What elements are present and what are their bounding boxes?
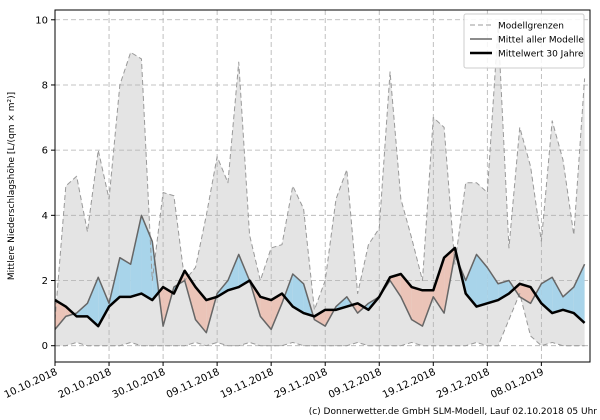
- difference-fill: [55, 300, 66, 330]
- difference-fill: [390, 274, 401, 297]
- series-line: [54, 214, 586, 334]
- difference-fill: [411, 287, 423, 327]
- y-tick-label: 6: [42, 146, 48, 157]
- x-tick-label: 09.11.2018: [165, 367, 222, 401]
- x-tick-label: 09.12.2018: [327, 367, 384, 401]
- difference-fill: [573, 264, 585, 323]
- difference-fill: [87, 277, 99, 327]
- difference-fill: [433, 257, 445, 314]
- y-axis-label: Mittlere Niederschlagshöhe [L/(qm × m²)]: [7, 92, 17, 280]
- legend-label: Mittel aller Modelle: [498, 36, 584, 46]
- x-tick-label: 19.11.2018: [219, 367, 276, 401]
- difference-fill: [498, 280, 509, 301]
- series-line: [55, 293, 585, 347]
- difference-fill: [314, 309, 326, 327]
- difference-fill: [98, 277, 110, 327]
- plot-frame: [54, 9, 591, 363]
- x-tick-label: 08.01.2019: [489, 367, 546, 401]
- difference-fill: [271, 293, 282, 330]
- y-tick-label: 0: [42, 341, 48, 352]
- difference-fill: [476, 254, 488, 307]
- difference-fill: [260, 296, 272, 330]
- legend-label: Mittelwert 30 Jahre: [498, 50, 584, 60]
- difference-fill: [292, 274, 304, 314]
- legend-box: [463, 13, 585, 69]
- difference-fill: [119, 257, 131, 297]
- difference-fill: [552, 277, 563, 314]
- x-tick-label: 29.11.2018: [273, 367, 330, 401]
- series-line: [54, 246, 586, 328]
- footer: (c) Donnerwetter.de GmbH SLM-Modell, Lau…: [309, 407, 598, 417]
- y-tick-label: 4: [42, 211, 48, 222]
- x-tick-label: 20.10.2018: [57, 367, 114, 401]
- difference-fill: [562, 287, 574, 314]
- x-tick-label: 19.12.2018: [381, 367, 438, 401]
- model-range-band: [55, 26, 585, 346]
- difference-fill: [227, 254, 239, 291]
- x-tick-label: 10.10.2018: [3, 367, 60, 401]
- x-tick-label: 30.10.2018: [111, 367, 168, 401]
- x-tick-label: 29.12.2018: [435, 367, 492, 401]
- legend: Modellgrenzen Mittel aller Modelle Mittelw…: [463, 13, 585, 69]
- difference-fill: [130, 215, 142, 297]
- legend-label: Modellgrenzen: [498, 22, 564, 32]
- difference-fill: [535, 283, 542, 304]
- y-tick-label: 10: [35, 15, 48, 26]
- difference-fill: [487, 267, 499, 304]
- y-tick-label: 2: [42, 276, 48, 287]
- difference-fill: [465, 254, 477, 307]
- y-tick-label: 8: [42, 80, 48, 91]
